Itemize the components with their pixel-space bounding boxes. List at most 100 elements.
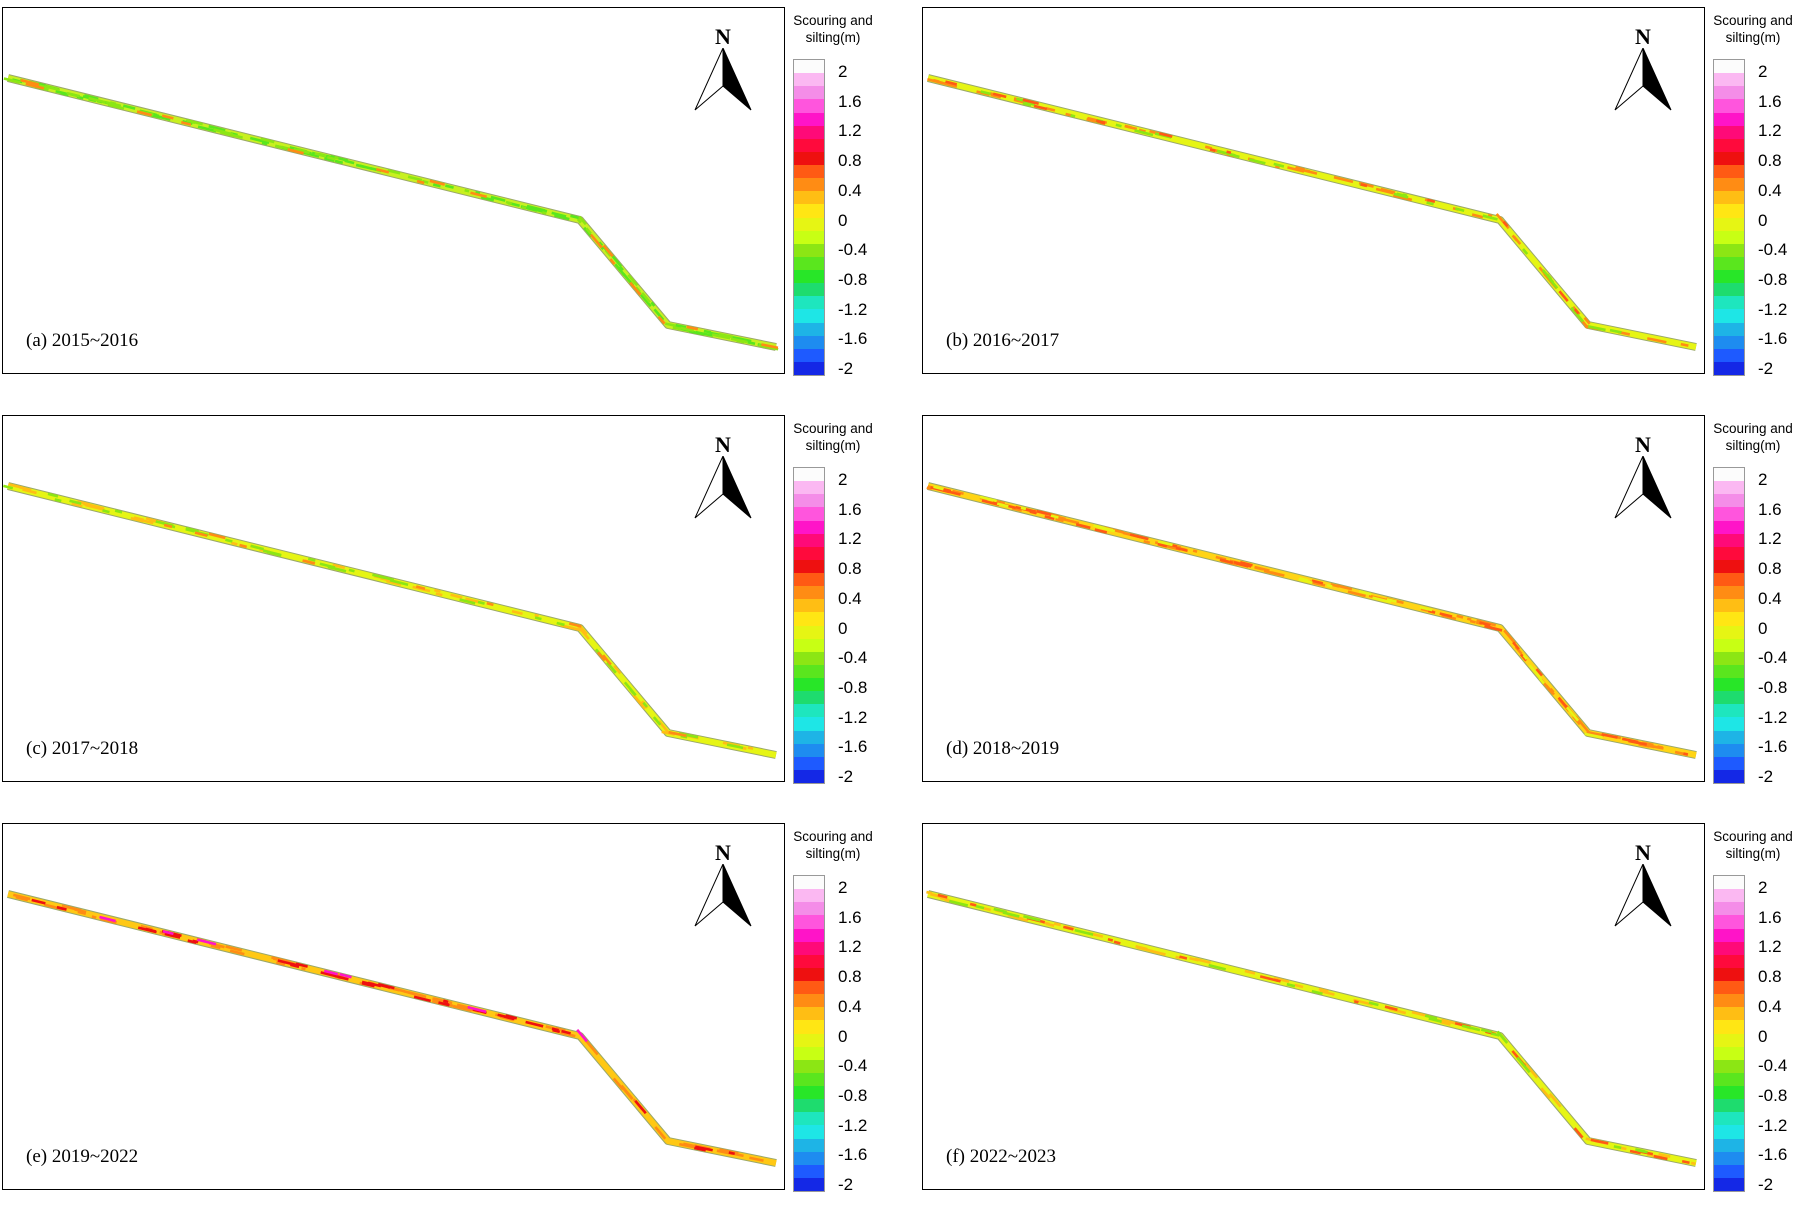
legend-swatch <box>794 256 824 270</box>
change-patch <box>561 1029 571 1035</box>
change-patch <box>654 1126 667 1140</box>
legend-swatch <box>794 1007 824 1021</box>
change-patch <box>1548 1092 1562 1108</box>
change-patch <box>614 263 626 276</box>
change-patch <box>1546 273 1553 280</box>
legend-swatch <box>1714 994 1744 1008</box>
legend-title-line1: Scouring and <box>793 13 873 28</box>
change-patch <box>459 598 476 605</box>
channel-edge <box>927 74 1697 351</box>
legend-title: Scouring and silting(m) <box>788 828 878 862</box>
change-patch <box>375 167 390 174</box>
change-patch <box>2 484 14 490</box>
legend-title: Scouring and silting(m) <box>1708 420 1798 454</box>
change-patch <box>694 1145 713 1152</box>
legend-swatch <box>1714 1007 1744 1021</box>
change-patch <box>1022 98 1039 105</box>
change-patch <box>1522 248 1529 255</box>
legend-title-line2: silting(m) <box>1725 438 1781 453</box>
change-patch <box>678 732 699 739</box>
change-patch <box>1646 337 1667 344</box>
legend-colorbar <box>1713 875 1745 1192</box>
change-patch <box>641 292 651 304</box>
change-patch <box>1440 1020 1451 1026</box>
change-patch <box>1095 119 1106 124</box>
legend-title: Scouring and silting(m) <box>788 420 878 454</box>
change-patch <box>77 910 87 916</box>
legend-swatch <box>1714 743 1744 757</box>
legend-swatch <box>794 217 824 231</box>
change-patch <box>122 104 136 110</box>
legend-swatch <box>794 125 824 139</box>
change-patch <box>1134 129 1154 137</box>
change-patch <box>1360 183 1368 188</box>
legend-swatch <box>794 112 824 126</box>
change-patch <box>327 565 347 573</box>
legend-swatch <box>794 730 824 744</box>
legend-swatch <box>794 889 824 903</box>
legend-tick-label: 0.8 <box>1758 151 1782 171</box>
change-patch <box>1538 677 1545 685</box>
change-patch <box>470 191 487 198</box>
change-patch <box>334 159 344 165</box>
change-patch <box>1044 515 1055 520</box>
change-patch <box>109 101 117 106</box>
change-patch <box>1441 1018 1456 1025</box>
legend-tick-label: -2 <box>1758 767 1774 786</box>
change-patch <box>1270 571 1285 577</box>
change-patch <box>1353 998 1373 1006</box>
legend-swatch <box>1714 230 1744 244</box>
change-patch <box>1094 528 1108 534</box>
legend-tick-label: -0.8 <box>838 677 868 697</box>
change-patch <box>1653 1154 1668 1161</box>
legend-swatch <box>794 60 824 74</box>
change-patch <box>1584 732 1603 739</box>
change-patch <box>1424 1014 1438 1020</box>
legend-swatch <box>1714 941 1744 955</box>
legend-swatch <box>794 664 824 678</box>
change-patch <box>114 509 123 514</box>
channel-map <box>926 482 1697 759</box>
change-patch <box>992 92 1007 99</box>
change-patch <box>1097 525 1116 533</box>
change-patch <box>1113 940 1121 945</box>
channel-edge <box>7 890 777 1167</box>
change-patch <box>1294 983 1304 989</box>
change-patch <box>260 137 275 144</box>
change-patch <box>467 1005 487 1013</box>
change-patch <box>632 694 647 710</box>
legend-tick-label: -0.4 <box>1758 1056 1788 1076</box>
change-patch <box>194 531 208 537</box>
change-patch <box>1372 596 1391 604</box>
change-patch <box>280 145 290 151</box>
change-patch <box>1439 612 1453 618</box>
change-patch <box>1535 668 1543 677</box>
panel-label: (e) 2019~2022 <box>26 1146 139 1167</box>
change-patch <box>541 211 547 215</box>
channel-map <box>927 74 1697 351</box>
legend-swatch <box>1714 138 1744 152</box>
north-arrow-icon: N <box>693 24 763 124</box>
legend-tick-label: 1.6 <box>1758 91 1782 111</box>
change-patch <box>1380 187 1396 194</box>
change-patch <box>239 543 248 549</box>
legend-tick-label: -1.2 <box>838 1115 868 1135</box>
panel-e: (e) 2019~2022 N Scouring and silting(m) 2 1.6… <box>0 816 900 1216</box>
change-patch <box>726 743 744 750</box>
legend-swatch <box>1714 651 1744 665</box>
change-patch <box>327 155 336 161</box>
legend-swatch <box>794 204 824 218</box>
change-patch <box>275 961 286 966</box>
change-patch <box>597 651 606 662</box>
legend-swatch <box>794 1086 824 1100</box>
change-patch <box>933 485 944 491</box>
legend-title-line2: silting(m) <box>1725 846 1781 861</box>
change-patch <box>609 258 616 265</box>
change-patch <box>1461 1024 1481 1032</box>
legend-tick-label: 0.4 <box>1758 996 1782 1016</box>
channel-edge <box>7 74 777 351</box>
change-patch <box>761 343 779 350</box>
change-patch <box>1175 546 1188 552</box>
change-patch <box>1384 1005 1398 1012</box>
change-patch <box>1558 290 1569 302</box>
